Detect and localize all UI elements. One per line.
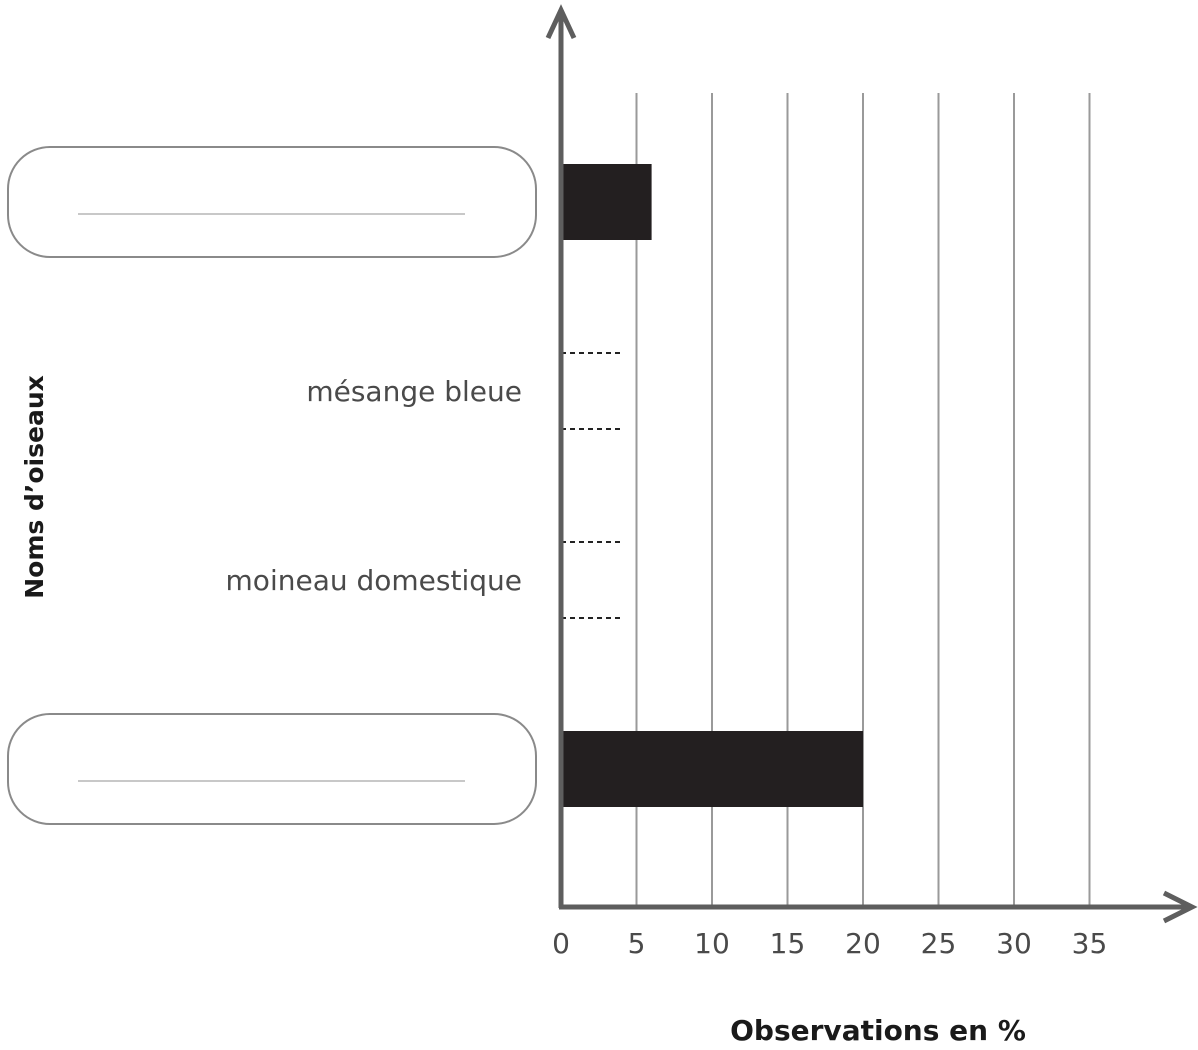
bars-to-complete	[561, 352, 622, 619]
x-axis-arrow	[1162, 890, 1198, 924]
x-tick-label: 30	[996, 927, 1032, 960]
bar	[561, 731, 863, 807]
answer-box	[7, 713, 537, 825]
x-axis-label: Observations en %	[730, 1014, 1026, 1047]
x-tick-label: 15	[770, 927, 806, 960]
category-label: mésange bleue	[306, 375, 522, 408]
x-tick-labels: 0 5 10 15 20 25 30 35	[552, 927, 1107, 960]
vertical-gridlines	[635, 93, 1091, 907]
x-tick-label: 5	[628, 927, 646, 960]
bars	[561, 164, 863, 807]
y-axis-arrow	[545, 4, 577, 40]
category-labels: mésange bleue moineau domestique	[226, 375, 522, 597]
bar	[561, 164, 652, 240]
y-axis-label: Noms d’oiseaux	[20, 375, 49, 599]
x-tick-label: 35	[1072, 927, 1108, 960]
answer-box	[7, 146, 537, 258]
x-tick-label: 25	[921, 927, 957, 960]
answer-boxes	[7, 146, 537, 825]
x-tick-label: 0	[552, 927, 570, 960]
x-tick-label: 20	[845, 927, 881, 960]
x-tick-label: 10	[694, 927, 730, 960]
category-label: moineau domestique	[226, 564, 522, 597]
axes	[545, 4, 1198, 924]
